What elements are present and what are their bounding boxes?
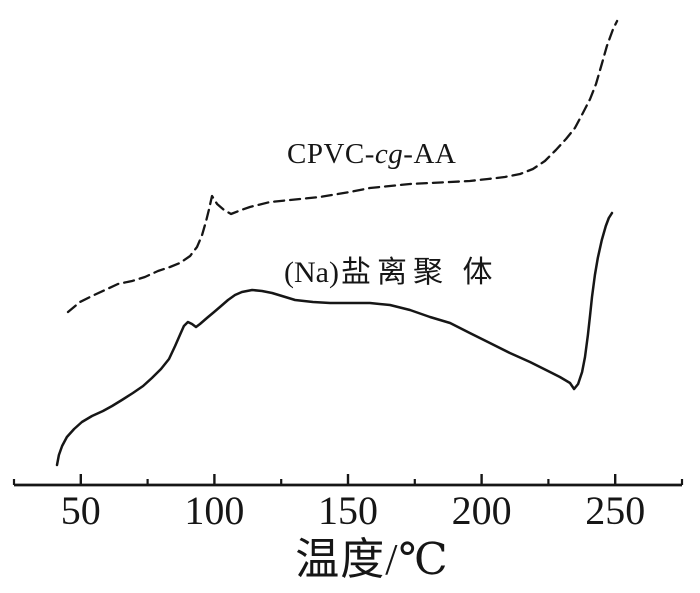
curve-label-na-ionomer: (Na)盐离聚 体 [284,258,498,288]
x-tick-label: 100 [184,488,244,533]
x-tick-label: 250 [585,488,645,533]
curve-label-cpvc-cg-aa: CPVC-cg-AA [287,140,456,169]
x-tick-label: 150 [318,488,378,533]
curve1-label-suffix: -AA [403,138,457,170]
x-axis-title: 温度/℃ [295,535,449,584]
x-tick-label: 50 [61,488,101,533]
curve-na-ionomer [55,211,614,467]
curve2-label-na-part: (Na) [284,256,339,289]
curve2-label-cjk-part: 盐离聚 体 [340,256,499,289]
curve1-label-italic-part: cg [374,138,404,170]
x-tick-label: 200 [452,488,512,533]
curve1-label-prefix: CPVC- [287,138,375,170]
curve-cpvc-cg-aa [66,19,619,314]
